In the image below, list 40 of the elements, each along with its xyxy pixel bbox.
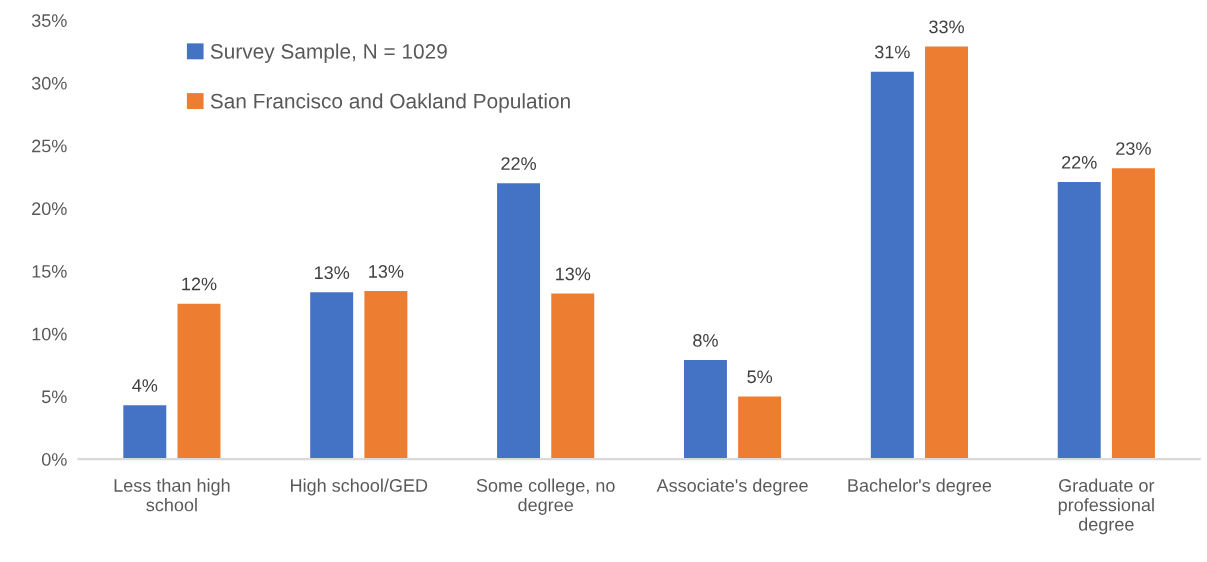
data-label: 31% — [874, 45, 910, 59]
data-label: 13% — [369, 265, 404, 278]
y-tick-label: 10% — [32, 327, 67, 341]
data-label: 22% — [501, 157, 536, 170]
bar — [364, 291, 408, 460]
bar — [870, 71, 914, 460]
x-tick-label: Some college, no degree — [476, 478, 615, 515]
bar — [177, 303, 221, 460]
data-label: 13% — [556, 267, 591, 281]
y-tick-label: 30% — [31, 76, 67, 90]
y-tick-label: 25% — [32, 139, 67, 153]
bar — [738, 396, 782, 460]
x-tick-label: High school/GED — [291, 478, 428, 496]
x-tick-label: Graduate or professional degree — [1058, 478, 1155, 535]
x-tick-label: Less than high school — [114, 478, 230, 512]
data-label: 22% — [1062, 155, 1097, 169]
y-tick-label: 5% — [41, 390, 67, 404]
data-label: 13% — [314, 266, 350, 280]
data-label: 8% — [693, 334, 718, 347]
bar — [551, 293, 595, 460]
y-tick-label: 35% — [31, 14, 67, 27]
bar — [310, 292, 354, 460]
legend-label: San Francisco and Oakland Population — [210, 93, 570, 113]
bar — [123, 405, 167, 460]
data-label: 23% — [1116, 142, 1151, 155]
y-tick-label: 15% — [32, 265, 67, 278]
x-tick-label: Associate's degree — [656, 478, 808, 496]
y-tick-label: 0% — [41, 453, 67, 466]
legend-label: Survey Sample, N = 1029 — [210, 43, 447, 63]
bar — [497, 183, 541, 460]
y-tick-label: 20% — [32, 202, 67, 216]
data-label: 12% — [182, 277, 217, 291]
bar — [1057, 182, 1101, 460]
data-label: 4% — [132, 379, 158, 392]
bar — [925, 46, 969, 460]
bar — [683, 360, 727, 460]
data-label: 5% — [747, 370, 773, 384]
data-label: 33% — [929, 20, 964, 34]
bar — [1111, 168, 1155, 460]
x-tick-label: Bachelor's degree — [848, 478, 992, 496]
